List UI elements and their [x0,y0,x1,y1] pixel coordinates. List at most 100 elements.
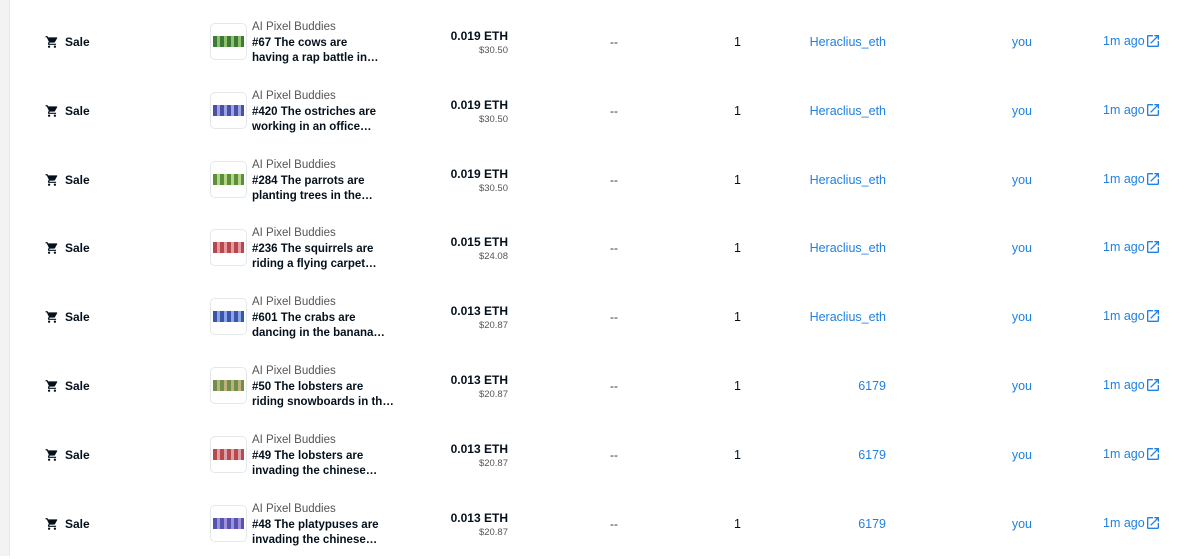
price-usd: $20.87 [478,526,508,538]
collection-name[interactable]: AI Pixel Buddies [252,227,336,240]
activity-row: Sale AI Pixel Buddies #48 The platypuses a… [10,490,1200,559]
collection-name[interactable]: AI Pixel Buddies [252,433,336,446]
item-name[interactable]: #67 The cows are having a rap battle in… [252,36,379,66]
external-link-icon[interactable] [1145,239,1161,260]
price-usd: $20.87 [478,389,508,400]
price: 0.013 ETH [450,373,508,387]
collection-name[interactable]: AI Pixel Buddies [252,89,336,102]
external-link-icon[interactable] [1145,33,1161,54]
time-link[interactable]: 1m ago [1103,515,1145,530]
item-thumbnail[interactable] [210,367,247,404]
quantity: 1 [734,447,741,462]
item-name-line: #49 The lobsters are [252,449,364,462]
price: 0.019 ETH [450,29,508,43]
item-name-line: #420 The ostriches are [252,105,377,118]
item-name[interactable]: #420 The ostriches are working in an offi… [252,105,376,135]
item-name-line: #50 The lobsters are [252,381,364,393]
from-account[interactable]: Heraclius_eth [809,103,886,118]
quantity: 1 [734,103,741,118]
price-change: -- [610,172,618,187]
collection-name[interactable]: AI Pixel Buddies [252,296,336,309]
cart-icon [45,448,59,467]
price: 0.013 ETH [450,304,508,319]
cart-icon [45,517,59,536]
to-account[interactable]: you [1011,516,1032,531]
price-change: -- [610,35,618,49]
cart-icon [45,310,59,329]
external-link-icon[interactable] [1145,515,1161,536]
item-thumbnail[interactable] [210,504,247,542]
time-link[interactable]: 1m ago [1103,446,1145,461]
from-account[interactable]: 6179 [858,379,886,393]
item-thumbnail[interactable] [210,23,247,60]
item-name[interactable]: #48 The platypuses are invading the chine… [252,518,379,548]
thumbnail-image [213,242,244,254]
event-type: Sale [65,241,90,256]
item-thumbnail[interactable] [210,229,247,267]
item-name-line: having a rap battle in… [252,52,379,64]
item-thumbnail[interactable] [210,160,247,198]
cart-icon [45,173,59,192]
item-name-line: riding snowboards in th… [252,396,394,408]
price-usd: $20.87 [478,457,508,469]
price: 0.019 ETH [450,166,508,181]
event-type: Sale [65,172,90,187]
time-link[interactable]: 1m ago [1103,240,1145,255]
cart-icon [45,241,59,260]
quantity: 1 [734,241,741,256]
time-link[interactable]: 1m ago [1103,309,1145,324]
price-usd: $30.50 [478,182,508,194]
item-name-line: dancing in the banana… [252,327,385,340]
to-account[interactable]: you [1011,447,1032,462]
quantity: 1 [734,310,741,325]
external-link-icon[interactable] [1145,308,1161,329]
item-name-line: working in an office… [252,120,372,133]
external-link-icon[interactable] [1145,377,1161,398]
time-link[interactable]: 1m ago [1103,378,1145,392]
collection-name[interactable]: AI Pixel Buddies [252,365,336,377]
time-link[interactable]: 1m ago [1103,34,1145,48]
thumbnail-image [213,448,244,460]
activity-row: Sale AI Pixel Buddies #420 The ostriches a… [10,77,1200,146]
quantity: 1 [734,35,741,49]
item-name[interactable]: #49 The lobsters are invading the chinese… [252,449,377,479]
to-account[interactable]: you [1011,172,1032,187]
external-link-icon[interactable] [1145,102,1161,123]
to-account[interactable]: you [1011,103,1032,118]
time-link[interactable]: 1m ago [1103,171,1145,186]
from-account[interactable]: Heraclius_eth [809,310,886,325]
item-name[interactable]: #236 The squirrels are riding a flying ca… [252,242,377,272]
time-link[interactable]: 1m ago [1103,102,1145,117]
thumbnail-image [213,173,244,185]
item-name[interactable]: #284 The parrots are planting trees in th… [252,174,373,204]
event-type: Sale [65,516,90,531]
item-thumbnail[interactable] [210,435,247,473]
price: 0.015 ETH [450,235,508,250]
sidebar-edge [0,0,10,556]
from-account[interactable]: 6179 [858,516,886,531]
item-thumbnail[interactable] [210,91,247,129]
external-link-icon[interactable] [1145,446,1161,467]
to-account[interactable]: you [1011,35,1032,49]
price-change: -- [610,379,618,393]
thumbnail-image [213,380,244,391]
to-account[interactable]: you [1011,241,1032,256]
item-name[interactable]: #601 The crabs are dancing in the banana… [252,311,385,341]
item-name-line: #48 The platypuses are [252,518,379,531]
item-thumbnail[interactable] [210,298,247,336]
item-name[interactable]: #50 The lobsters are riding snowboards in… [252,380,394,410]
collection-name[interactable]: AI Pixel Buddies [252,502,336,515]
to-account[interactable]: you [1011,310,1032,325]
from-account[interactable]: 6179 [858,447,886,462]
collection-name[interactable]: AI Pixel Buddies [252,21,336,33]
from-account[interactable]: Heraclius_eth [809,172,886,187]
collection-name[interactable]: AI Pixel Buddies [252,158,336,171]
from-account[interactable]: Heraclius_eth [809,35,886,49]
external-link-icon[interactable] [1145,171,1161,192]
activity-row: Sale AI Pixel Buddies #284 The parrots are… [10,146,1200,215]
activity-row: Sale AI Pixel Buddies #49 The lobsters are… [10,421,1200,490]
to-account[interactable]: you [1011,379,1032,393]
from-account[interactable]: Heraclius_eth [809,241,886,256]
price-usd: $30.50 [478,113,508,125]
quantity: 1 [734,172,741,187]
